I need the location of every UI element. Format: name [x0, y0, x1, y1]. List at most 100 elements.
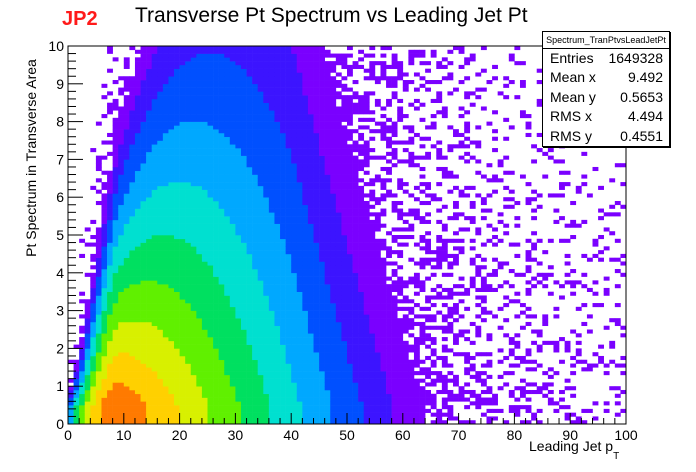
heatmap-cell — [79, 378, 86, 383]
heatmap-cell — [280, 102, 286, 107]
heatmap-cell — [263, 170, 270, 175]
heatmap-cell — [95, 231, 102, 236]
heatmap-cell — [196, 382, 203, 387]
heatmap-cell — [240, 68, 247, 73]
heatmap-cell — [330, 318, 337, 323]
heatmap-cell — [240, 91, 247, 96]
heatmap-cell — [112, 208, 119, 213]
heatmap-cell — [107, 219, 113, 224]
heatmap-cell — [330, 182, 337, 187]
heatmap-cell — [246, 318, 253, 323]
heatmap-cell — [252, 374, 259, 379]
heatmap-cell — [369, 348, 376, 353]
heatmap-cell — [252, 253, 259, 258]
heatmap-cell — [207, 95, 214, 100]
heatmap-cell — [358, 344, 365, 349]
heatmap-cell — [296, 117, 303, 122]
heatmap-cell — [274, 397, 281, 402]
heatmap-cell — [291, 367, 298, 372]
heatmap-cell — [168, 371, 175, 376]
heatmap-cell — [140, 95, 147, 100]
heatmap-cell — [140, 291, 147, 296]
heatmap-cell — [151, 257, 158, 262]
heatmap-cell — [213, 265, 219, 270]
heatmap-cell — [263, 238, 270, 243]
heatmap-cell — [101, 253, 108, 258]
heatmap-cell — [218, 276, 225, 281]
heatmap-cell — [296, 49, 303, 54]
heatmap-cell — [140, 76, 147, 81]
heatmap-cell — [218, 87, 225, 92]
heatmap-cell — [246, 87, 253, 92]
heatmap-cell — [274, 382, 281, 387]
heatmap-cell — [268, 61, 275, 66]
heatmap-cell — [229, 269, 236, 274]
heatmap-cell — [252, 352, 259, 357]
heatmap-cell — [380, 367, 387, 372]
heatmap-cell — [174, 397, 180, 402]
heatmap-cell — [246, 91, 253, 96]
heatmap-cell — [302, 321, 309, 327]
heatmap-cell — [90, 378, 97, 383]
heatmap-cell — [240, 363, 247, 368]
heatmap-cell — [84, 393, 91, 398]
heatmap-cell — [218, 310, 225, 315]
heatmap-cell — [140, 129, 147, 134]
heatmap-cell — [274, 412, 281, 417]
heatmap-cell — [224, 64, 231, 69]
heatmap-cell — [174, 231, 180, 236]
heatmap-cell — [291, 318, 298, 323]
heatmap-cell — [319, 238, 325, 243]
heatmap-cell — [174, 374, 180, 379]
heatmap-cell — [207, 178, 214, 183]
heatmap-cell — [246, 393, 253, 398]
heatmap-cell — [112, 166, 119, 172]
heatmap-cell — [347, 284, 353, 289]
heatmap-cell — [352, 227, 359, 232]
heatmap-cell — [291, 269, 298, 274]
heatmap-cell — [229, 367, 236, 372]
heatmap-cell — [369, 416, 376, 421]
heatmap-cell — [274, 155, 281, 160]
heatmap-cell — [179, 284, 186, 289]
heatmap-cell — [224, 371, 231, 376]
heatmap-cell — [224, 189, 231, 194]
heatmap-cell — [335, 371, 342, 376]
heatmap-cell — [291, 182, 298, 187]
heatmap-cell — [157, 382, 164, 387]
heatmap-cell — [274, 284, 281, 289]
heatmap-cell — [112, 405, 119, 410]
heatmap-cell — [358, 306, 365, 311]
heatmap-cell — [257, 408, 264, 413]
heatmap-cell — [229, 314, 236, 319]
heatmap-cell — [107, 235, 113, 240]
heatmap-cell — [330, 223, 337, 228]
heatmap-cell — [196, 212, 203, 217]
heatmap-cell — [134, 276, 141, 281]
heatmap-cell — [363, 204, 370, 209]
heatmap-cell — [129, 144, 136, 149]
heatmap-cell — [73, 405, 80, 410]
heatmap-cell — [129, 246, 136, 251]
heatmap-cell — [101, 318, 108, 323]
heatmap-cell — [341, 102, 348, 107]
heatmap-cell — [307, 57, 314, 62]
heatmap-cell — [123, 416, 130, 421]
heatmap-cell — [146, 337, 152, 342]
heatmap-cell — [134, 287, 141, 292]
heatmap-cell — [330, 386, 337, 391]
heatmap-cell — [229, 223, 236, 228]
heatmap-cell — [107, 363, 113, 368]
heatmap-cell — [229, 197, 236, 202]
heatmap-cell — [162, 159, 169, 164]
heatmap-cell — [224, 284, 231, 289]
heatmap-cell — [196, 76, 203, 81]
heatmap-cell — [179, 265, 186, 270]
heatmap-cell — [363, 68, 370, 73]
heatmap-cell — [112, 284, 119, 289]
heatmap-cell — [268, 80, 275, 85]
heatmap-cell — [157, 393, 164, 398]
heatmap-cell — [90, 340, 97, 345]
heatmap-cell — [134, 163, 141, 168]
heatmap-cell — [68, 359, 74, 364]
